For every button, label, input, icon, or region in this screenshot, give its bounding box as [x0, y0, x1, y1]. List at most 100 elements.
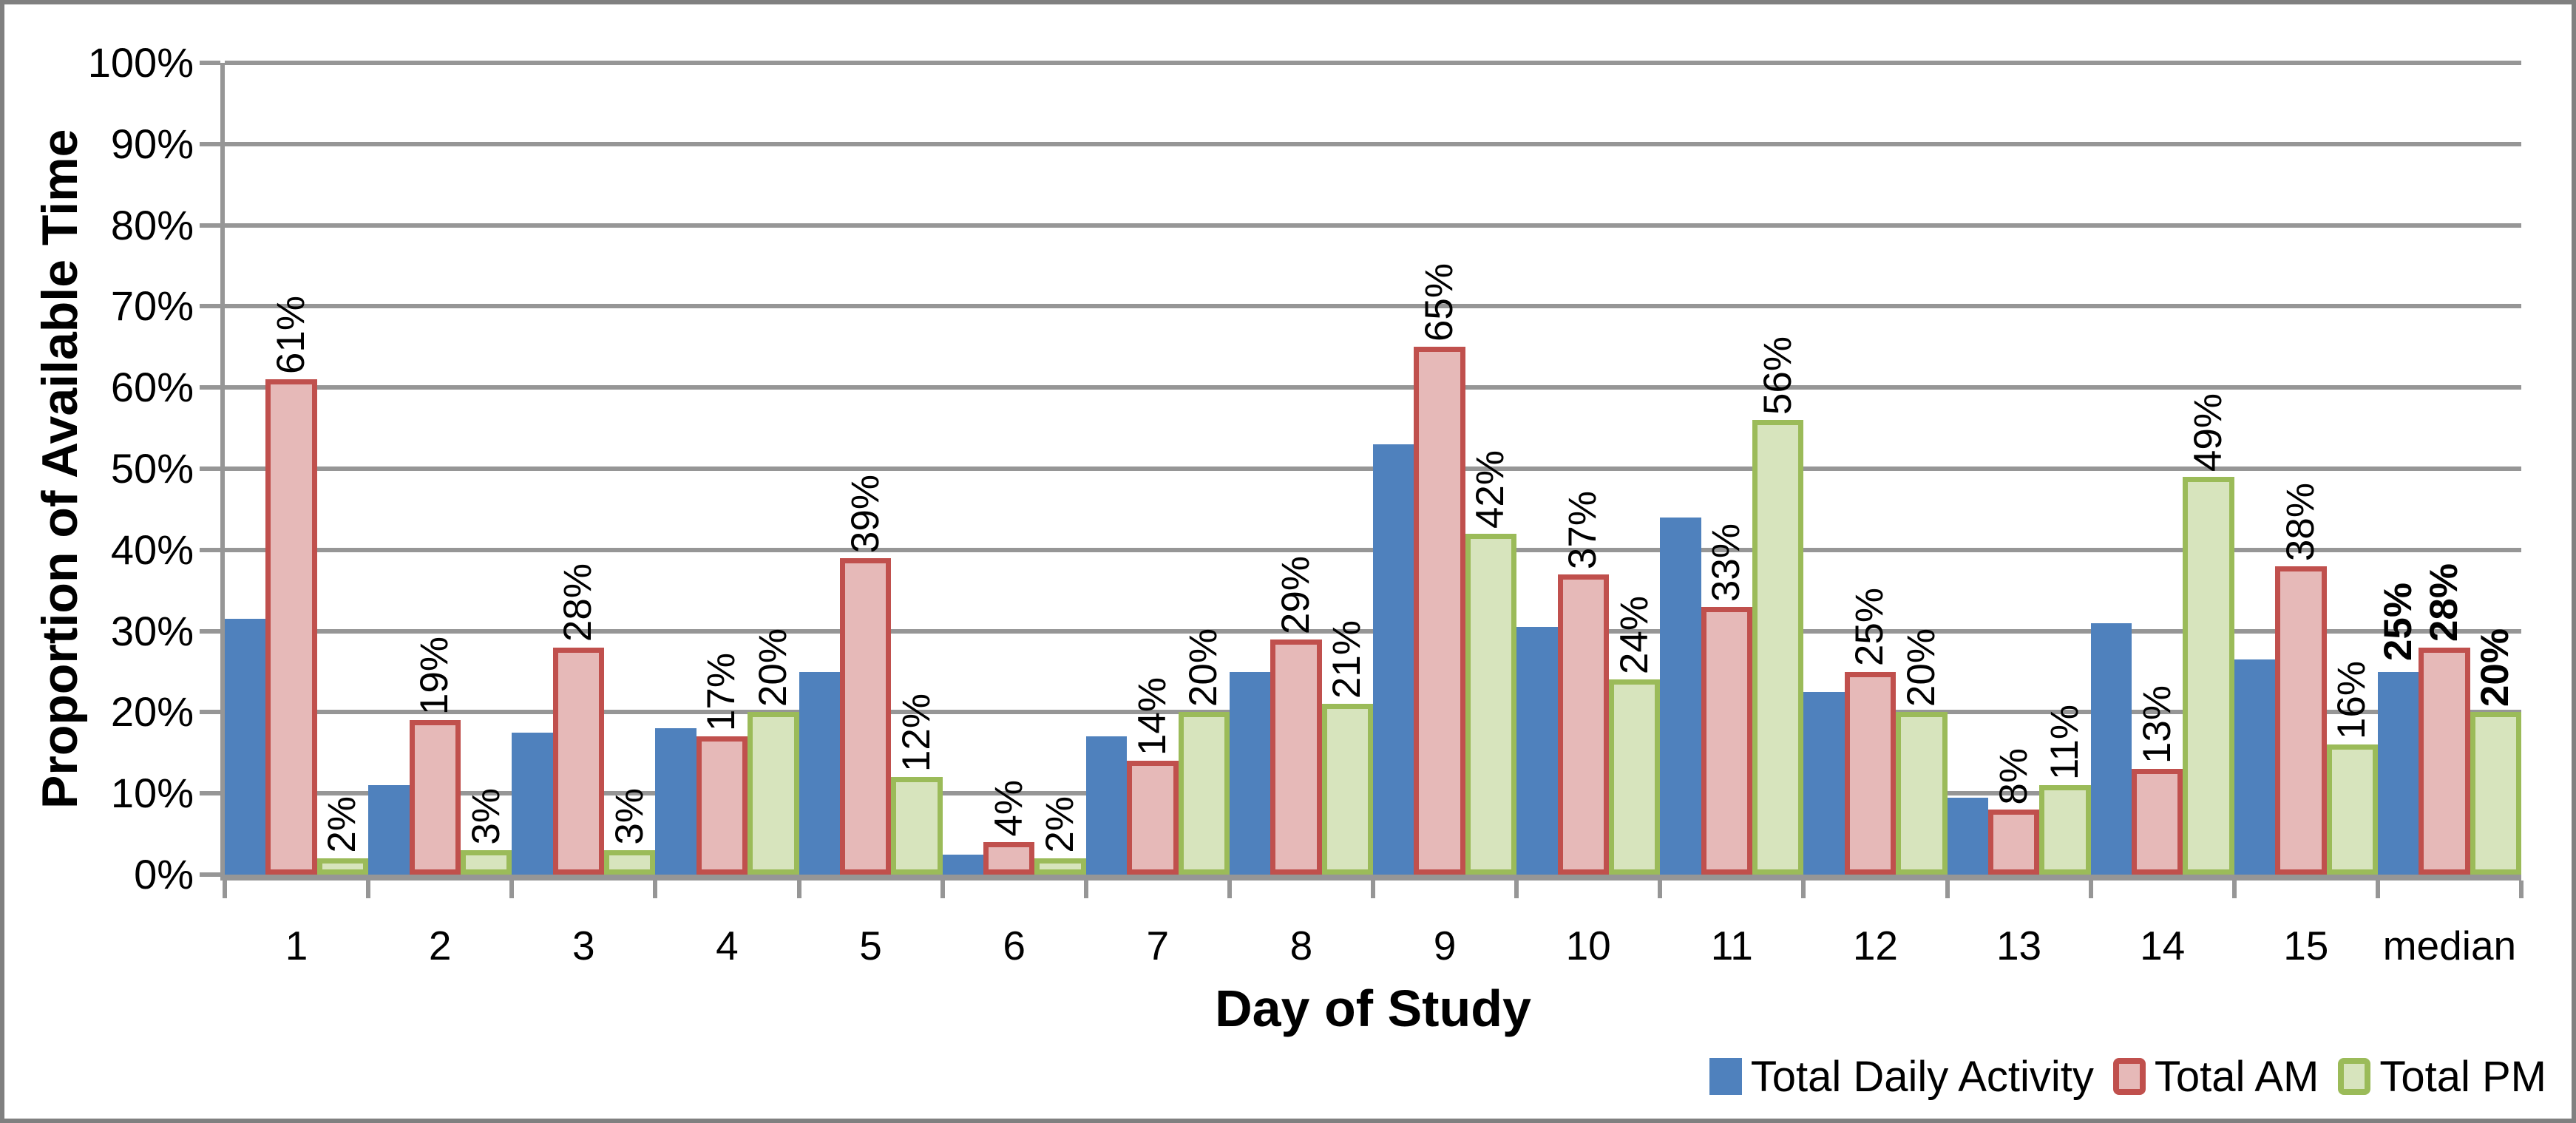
y-tick-label-70%: 70%: [110, 282, 194, 330]
x-tick-mark: [1227, 881, 1232, 898]
bar-group-4: 17% 20%: [655, 63, 799, 875]
y-tick-mark-10%: [200, 791, 220, 796]
bar-group-5: 39% 12%: [799, 63, 943, 875]
x-tick-mark: [1083, 881, 1088, 898]
bar-total-daily-activity-10: [1516, 627, 1558, 875]
bar-label-total-pm-12: 20%: [1899, 628, 1943, 708]
x-tick-mark: [1801, 881, 1806, 898]
bar-total-am-1: 61%: [265, 296, 317, 875]
bar-label-total-am-7: 14%: [1130, 677, 1174, 756]
bar-label-total-pm-9: 42%: [1468, 449, 1513, 529]
y-tick-mark-30%: [200, 628, 220, 634]
bar-group-6: 4% 2%: [942, 63, 1086, 875]
y-tick-label-50%: 50%: [110, 445, 194, 492]
y-tick-mark-80%: [200, 223, 220, 228]
bar-label-total-am-9: 65%: [1417, 263, 1462, 342]
x-axis-title: Day of Study: [1215, 980, 1531, 1037]
bar-total-pm-median: 20%: [2470, 628, 2521, 875]
bar-group-7: 14% 20%: [1085, 63, 1230, 875]
x-category-label-10: 10: [1565, 923, 1611, 968]
bar-group-15: 38% 16%: [2234, 63, 2378, 875]
bar-total-am-9: 65%: [1414, 263, 1465, 875]
x-category-label-6: 6: [1003, 923, 1026, 968]
bar-total-daily-activity-3: [512, 732, 553, 875]
bar-group-8: 29% 21%: [1229, 63, 1373, 875]
x-tick-mark: [1371, 881, 1375, 898]
gridline-90%: [225, 141, 2521, 146]
bar-label-total-pm-1: 2%: [320, 796, 365, 854]
bar-label-total-pm-11: 56%: [1755, 336, 1800, 415]
bar-total-daily-activity-15: [2234, 659, 2276, 875]
bar-total-am-12: 25%: [1844, 588, 1897, 875]
bar-total-am-2: 19%: [409, 637, 461, 875]
x-category-label-11: 11: [1710, 923, 1753, 968]
bar-label-total-pm-median: 20%: [2473, 628, 2518, 708]
bar-label-total-pm-15: 16%: [2330, 661, 2374, 740]
y-tick-label-10%: 10%: [110, 770, 194, 817]
bar-label-total-am-13: 8%: [1991, 747, 2036, 805]
bar-total-pm-3: 3%: [604, 788, 656, 875]
x-tick-mark: [509, 881, 515, 898]
x-tick-mark: [2519, 881, 2524, 898]
bar-total-pm-11: 56%: [1752, 336, 1804, 875]
x-category-label-9: 9: [1433, 923, 1457, 968]
bar-total-daily-activity-13: [1947, 797, 1988, 875]
x-tick-mark: [1945, 881, 1950, 898]
legend-label-total-pm: Total PM: [2379, 1052, 2546, 1101]
y-tick-mark-90%: [200, 141, 220, 146]
bar-group-9: 65% 42%: [1373, 63, 1517, 875]
bar-total-pm-10: 24%: [1608, 596, 1661, 875]
bar-total-am-5: 39%: [839, 475, 892, 875]
bar-label-total-daily-activity-median: 25%: [2376, 583, 2420, 662]
bar-total-pm-9: 42%: [1465, 450, 1517, 875]
x-category-label-14: 14: [2140, 923, 2186, 968]
x-category-label-4: 4: [716, 923, 739, 968]
bar-total-daily-activity-5: [799, 671, 840, 875]
x-tick-mark: [653, 881, 658, 898]
legend-label-total-am: Total AM: [2154, 1052, 2319, 1101]
legend-item-total-am: Total AM: [2112, 1052, 2319, 1102]
bar-label-total-am-median: 28%: [2422, 563, 2467, 642]
legend-item-total-pm: Total PM: [2338, 1052, 2546, 1102]
bar-label-total-pm-3: 3%: [607, 788, 651, 846]
bar-total-pm-1: 2%: [316, 796, 369, 875]
x-axis-category-labels: 1 2 3 4 5 6 7 8 9 10 11 12 13 14 15 median: [225, 923, 2521, 968]
bar-total-daily-activity-9: [1373, 444, 1414, 875]
bar-label-total-pm-4: 20%: [750, 628, 795, 708]
y-tick-label-100%: 100%: [87, 39, 194, 86]
x-category-label-15: 15: [2283, 923, 2329, 968]
bar-total-am-7: 14%: [1127, 677, 1179, 875]
y-tick-mark-70%: [200, 304, 220, 309]
bar-total-daily-activity-1: [225, 619, 266, 875]
x-category-label-7: 7: [1146, 923, 1170, 968]
x-category-label-8: 8: [1289, 923, 1313, 968]
x-category-label-13: 13: [1996, 923, 2042, 968]
bar-label-total-am-6: 4%: [986, 780, 1031, 838]
bar-group-11: 33% 56%: [1660, 63, 1804, 875]
x-category-label-12: 12: [1852, 923, 1899, 968]
bar-total-pm-6: 2%: [1034, 796, 1086, 875]
bar-label-total-am-14: 13%: [2135, 685, 2179, 764]
x-tick-mark: [223, 881, 227, 898]
bar-total-pm-4: 20%: [748, 628, 799, 875]
x-tick-mark: [2231, 881, 2237, 898]
bar-total-am-3: 28%: [552, 563, 604, 875]
legend-swatch-total-pm: [2338, 1058, 2371, 1095]
bar-label-total-pm-10: 24%: [1612, 596, 1656, 675]
bar-label-total-pm-14: 49%: [2186, 393, 2231, 472]
y-tick-label-20%: 20%: [110, 688, 194, 736]
bar-label-total-pm-13: 11%: [2043, 705, 2087, 781]
bar-label-total-am-10: 37%: [1561, 490, 1605, 569]
bar-group-median: 25% 28% 20%: [2376, 63, 2521, 875]
x-tick-mark: [1658, 881, 1663, 898]
bar-total-daily-activity-6: [942, 854, 983, 875]
bar-groups: 61% 2% 19% 3% 28% 3% 17% 20% 39% 12% 4% 2% 14% 20% 29%…: [225, 63, 2521, 875]
bar-total-pm-8: 21%: [1321, 620, 1373, 875]
bar-label-total-pm-6: 2%: [1038, 796, 1082, 854]
bar-total-pm-2: 3%: [460, 788, 512, 875]
bar-total-am-8: 29%: [1270, 556, 1322, 875]
bar-total-am-14: 13%: [2132, 685, 2183, 875]
bar-label-total-am-1: 61%: [269, 296, 313, 375]
bar-label-total-pm-8: 21%: [1325, 620, 1369, 699]
